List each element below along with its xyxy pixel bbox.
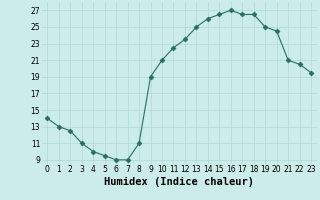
- X-axis label: Humidex (Indice chaleur): Humidex (Indice chaleur): [104, 177, 254, 187]
